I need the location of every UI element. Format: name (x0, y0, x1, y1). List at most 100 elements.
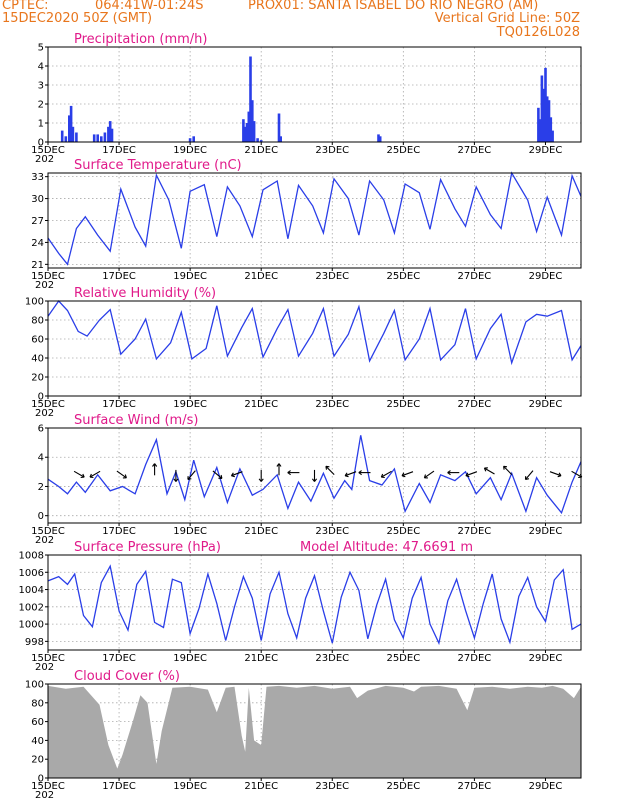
pres-xtick-label: 21DEC (244, 653, 278, 664)
precip-bar (540, 75, 544, 142)
pres-ytick-label: 998 (25, 637, 44, 648)
rh-xtick-label: 17DEC (102, 399, 136, 410)
temp-xtick-label: 21DEC (244, 271, 278, 282)
cloud-xtick-label: 17DEC (102, 781, 136, 792)
rh-xtick-label: 15DEC (31, 399, 65, 410)
wind-arrow (465, 471, 478, 478)
precip-bar (538, 119, 542, 142)
precip-bar (96, 134, 99, 142)
wind-ytick-label: 2 (38, 482, 44, 493)
precip-bar (378, 136, 382, 142)
precip-bar (100, 136, 103, 142)
precip-ytick-label: 3 (38, 81, 44, 92)
wind-arrow (212, 470, 223, 479)
wind-xtick-label: 21DEC (244, 526, 278, 537)
precip-bar (545, 96, 549, 142)
rh-panel: 0 20 40 60 80 100 15DEC 17DEC 19DEC 21DEC 23DEC 25D… (25, 286, 582, 419)
precip-bar (247, 111, 251, 142)
header-source: CPTEC: (2, 0, 49, 13)
header-grid-note: Vertical Grid Line: 50Z (434, 11, 580, 26)
precip-bar (537, 107, 540, 142)
cloud-ytick-label: 60 (31, 717, 44, 728)
rh-frame (47, 300, 582, 397)
precip-bar (110, 128, 114, 142)
precip-bar (252, 121, 256, 142)
cloud-ytick-label: 40 (31, 736, 44, 747)
precip-ytick-label: 2 (38, 100, 44, 111)
wind-arrow (423, 470, 435, 479)
precip-bar (547, 100, 551, 142)
wind-arrow (173, 469, 179, 482)
wind-arrow (152, 463, 158, 476)
temp-ytick-label: 30 (31, 194, 44, 205)
cloud-year-stub: 202 (35, 790, 54, 800)
cloud-ytick-label: 100 (25, 680, 44, 691)
wind-arrow (483, 467, 495, 475)
wind-arrow (187, 470, 196, 481)
precip-bar (92, 134, 96, 142)
pres-panel: 998 1000 1002 1004 1006 1008 15DEC 17DEC 19DEC 21… (19, 540, 582, 673)
rh-title: Relative Humidity (%) (74, 286, 216, 301)
cloud-xtick-label: 15DEC (31, 781, 65, 792)
pres-xtick-label: 27DEC (458, 653, 492, 664)
precip-bar (192, 136, 195, 142)
precip-bar (71, 126, 75, 142)
rh-ytick-label: 100 (25, 297, 44, 308)
precip-panel: 0 1 2 3 4 5 15DEC 17DEC 19DEC 21DEC 23DEC 25DEC 27DE… (31, 32, 582, 165)
temp-xtick-label: 25DEC (386, 271, 420, 282)
wind-arrow (230, 471, 243, 478)
pres-xtick-label: 15DEC (31, 653, 65, 664)
precip-bar (542, 88, 545, 142)
wind-arrow (258, 469, 264, 482)
wind-ytick-label: 4 (38, 453, 44, 464)
wind-panel: 0 2 4 6 15DEC 17DEC 19DEC 21DEC 23DEC 25DEC 27DEC 2… (31, 413, 583, 546)
temp-title: Surface Temperature (nC) (74, 158, 242, 173)
cloud-ytick-label: 80 (31, 698, 44, 709)
cloud-ytick-label: 0 (38, 774, 44, 785)
header-coords: 064:41W-01:24S (95, 0, 204, 13)
wind-title: Surface Wind (m/s) (74, 413, 198, 428)
precip-bar (549, 117, 553, 142)
wind-xtick-label: 29DEC (529, 526, 563, 537)
precip-bar (256, 138, 259, 142)
wind-xtick-label: 17DEC (102, 526, 136, 537)
temp-ytick-label: 21 (31, 260, 44, 271)
pres-xtick-label: 29DEC (529, 653, 563, 664)
precip-year-stub: 202 (35, 154, 54, 165)
precip-frame (47, 46, 582, 143)
precip-xtick-label: 17DEC (102, 145, 136, 156)
pres-ytick-label: 1000 (19, 620, 44, 631)
rh-ytick-label: 60 (31, 335, 44, 346)
precip-bar (188, 138, 192, 142)
wind-xtick-label: 23DEC (315, 526, 349, 537)
precip-ytick-label: 4 (38, 62, 44, 73)
precip-xtick-label: 29DEC (529, 145, 563, 156)
wind-xtick-label: 15DEC (31, 526, 65, 537)
wind-ytick-label: 0 (38, 511, 44, 522)
cloud-frame (47, 683, 582, 779)
precip-bar (103, 132, 107, 142)
pres-title: Surface Pressure (hPa) (74, 540, 221, 555)
wind-arrow (287, 470, 300, 476)
wind-arrow (325, 465, 335, 475)
pres-ytick-label: 1006 (19, 568, 44, 579)
precip-bar (551, 130, 554, 142)
wind-arrow (116, 470, 127, 479)
wind-xtick-label: 27DEC (458, 526, 492, 537)
cloud-panel: 0 20 40 60 80 100 15DEC 17DEC 19DEC 21DEC 23DEC 25D… (25, 669, 582, 800)
pres-ytick-label: 1008 (19, 551, 44, 562)
wind-arrow (344, 471, 357, 478)
rh-ytick-label: 20 (31, 373, 44, 384)
wind-arrow (380, 470, 392, 479)
pres-xtick-label: 25DEC (386, 653, 420, 664)
cloud-xtick-label: 27DEC (458, 781, 492, 792)
pres-annotation: Model Altitude: 47.6691 m (300, 540, 473, 555)
wind-arrow (401, 471, 414, 478)
precip-xtick-label: 21DEC (244, 145, 278, 156)
precip-bar (75, 132, 78, 142)
temp-series-line (47, 171, 582, 266)
header-station: PROX01: SANTA ISABEL DO RIO NEGRO (AM) (248, 0, 539, 13)
cloud-xtick-label: 25DEC (386, 781, 420, 792)
wind-xtick-label: 25DEC (386, 526, 420, 537)
precip-bar (69, 105, 73, 142)
